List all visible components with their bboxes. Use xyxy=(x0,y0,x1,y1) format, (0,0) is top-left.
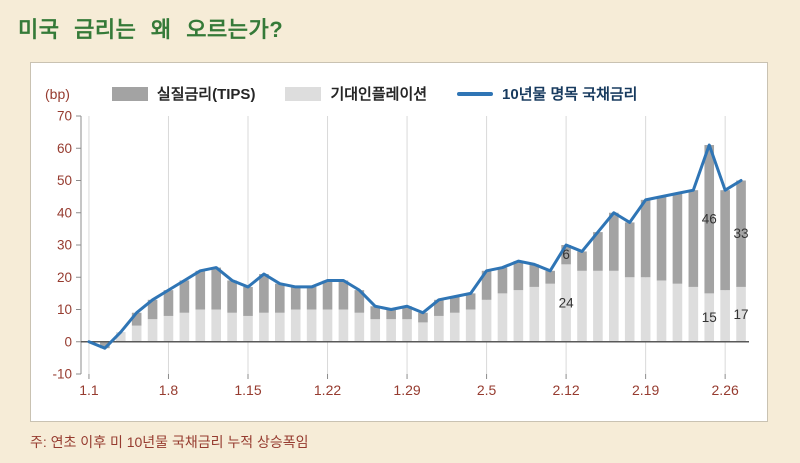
legend-label: 기대인플레이션 xyxy=(330,86,428,103)
legend-item: 실질금리(TIPS) xyxy=(111,83,256,104)
svg-text:2.5: 2.5 xyxy=(477,382,497,398)
legend-bar-swatch xyxy=(285,86,322,101)
legend-label: 10년물 명목 국채금리 xyxy=(502,86,638,103)
legend-line-swatch xyxy=(457,91,494,96)
svg-text:50: 50 xyxy=(57,173,72,188)
y-axis: 70 60 50 40 30 20 10 0 -10 xyxy=(52,109,82,382)
svg-text:24: 24 xyxy=(559,296,575,311)
nominal-rate-line xyxy=(87,143,743,350)
chart-header: (bp) 실질금리(TIPS) 기대인플레이션 10년물 명목 국채금리 xyxy=(31,63,767,104)
page-title: 미국 금리는 왜 오르는가? xyxy=(18,17,284,42)
svg-text:2.19: 2.19 xyxy=(632,382,659,398)
legend-label: 실질금리(TIPS) xyxy=(156,86,256,103)
svg-text:30: 30 xyxy=(57,238,72,253)
legend-item: 10년물 명목 국채금리 xyxy=(457,83,637,104)
svg-text:1.15: 1.15 xyxy=(234,382,261,398)
chart-note: 주: 연초 이후 미 10년물 국채금리 누적 상승폭임 xyxy=(30,434,309,450)
chart-legend: 실질금리(TIPS) 기대인플레이션 10년물 명목 국채금리 xyxy=(111,83,755,104)
svg-text:17: 17 xyxy=(734,307,749,322)
bars-group xyxy=(100,145,746,349)
svg-text:20: 20 xyxy=(57,270,72,285)
svg-text:1.8: 1.8 xyxy=(159,382,179,398)
svg-text:46: 46 xyxy=(702,212,717,227)
svg-text:70: 70 xyxy=(57,109,72,124)
svg-text:33: 33 xyxy=(734,226,749,241)
svg-text:15: 15 xyxy=(702,310,717,325)
svg-text:6: 6 xyxy=(562,247,570,262)
svg-text:2.12: 2.12 xyxy=(552,382,579,398)
legend-bar-swatch xyxy=(111,86,148,101)
svg-text:-10: -10 xyxy=(52,367,72,382)
svg-text:2.26: 2.26 xyxy=(712,382,739,398)
svg-text:1.29: 1.29 xyxy=(393,382,420,398)
chart-plot-svg: 70 60 50 40 30 20 10 0 -10 1.1 1.8 1.15 1.22 1.29 2.5 2… xyxy=(52,109,749,398)
chart-panel: (bp) 실질금리(TIPS) 기대인플레이션 10년물 명목 국채금리 70 60 5… xyxy=(30,62,768,422)
svg-text:1.22: 1.22 xyxy=(314,382,341,398)
svg-text:40: 40 xyxy=(57,205,72,220)
legend-item: 기대인플레이션 xyxy=(285,83,427,104)
y-axis-unit: (bp) xyxy=(45,85,70,102)
svg-text:1.1: 1.1 xyxy=(79,382,99,398)
svg-text:60: 60 xyxy=(57,141,72,156)
x-axis-labels: 1.1 1.8 1.15 1.22 1.29 2.5 2.12 2.19 2.26 xyxy=(79,382,739,398)
svg-text:0: 0 xyxy=(64,334,72,349)
annotations: 6 24 46 15 33 17 xyxy=(559,212,749,325)
svg-text:10: 10 xyxy=(57,302,72,317)
